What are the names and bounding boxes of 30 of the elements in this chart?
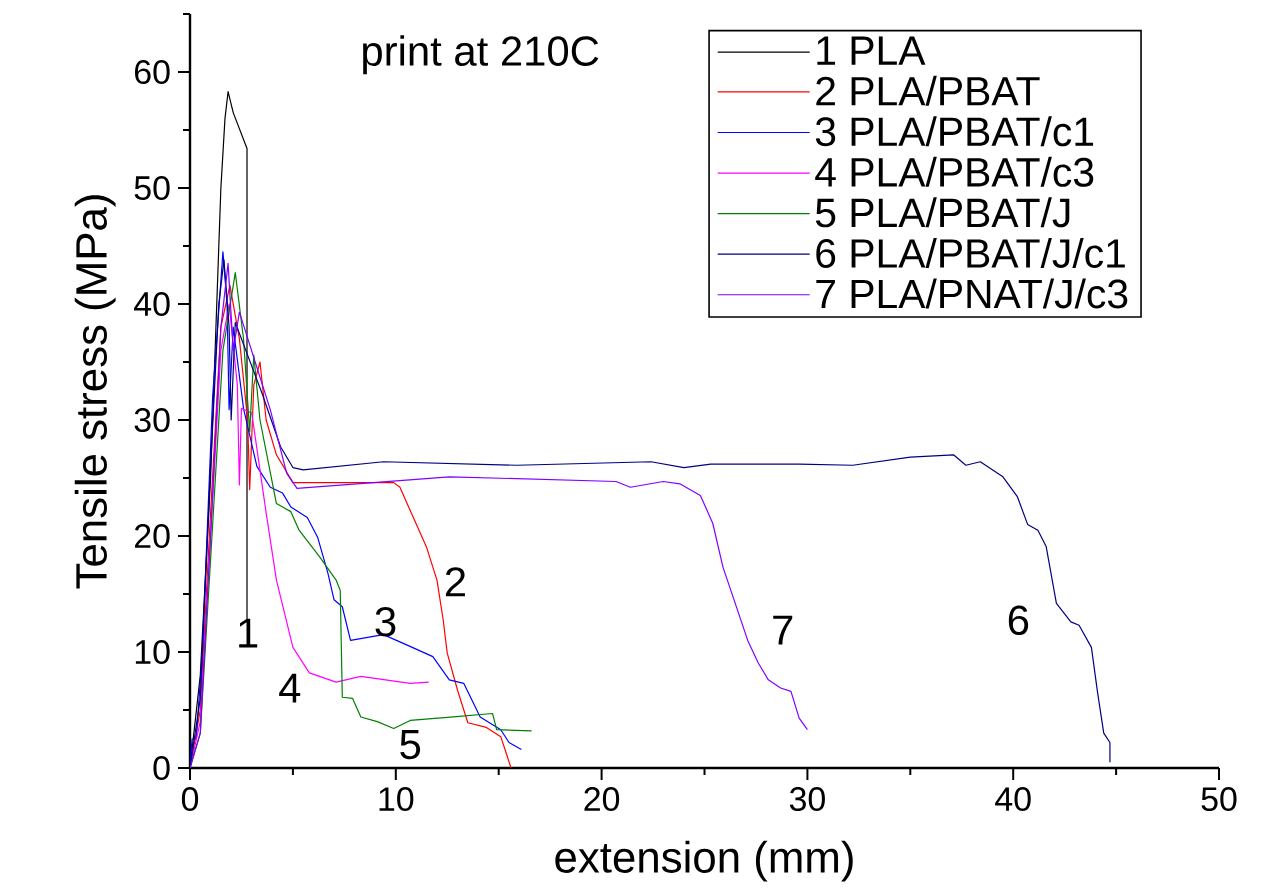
y-tick-label: 60 xyxy=(135,60,170,84)
legend-label: 4 PLA/PBAT/c3 xyxy=(815,156,1094,187)
y-tick-label: 20 xyxy=(135,524,170,548)
annotation: 1 xyxy=(239,618,258,648)
legend-label: 6 PLA/PBAT/J/c1 xyxy=(816,237,1125,268)
x-tick-label: 20 xyxy=(584,787,620,812)
annotation: 5 xyxy=(400,730,421,760)
x-tick-label: 0 xyxy=(181,787,199,812)
y-tick-label: 10 xyxy=(135,640,170,664)
y-tick-label: 0 xyxy=(153,756,170,780)
legend-label: 5 PLA/PBAT/J xyxy=(815,197,1070,228)
x-tick-label: 40 xyxy=(995,787,1031,812)
y-tick-label: 50 xyxy=(134,176,170,200)
annotation: 4 xyxy=(279,673,301,703)
x-tick-label: 50 xyxy=(1201,787,1237,812)
annotation: 6 xyxy=(1008,605,1029,636)
x-tick-label: 10 xyxy=(379,787,414,812)
x-tick-label: 30 xyxy=(789,787,825,812)
y-tick-label: 40 xyxy=(134,292,170,316)
legend-label: 7 PLA/PNAT/J/c3 xyxy=(816,278,1128,309)
y-axis-title: Tensile stress (MPa) xyxy=(74,195,116,589)
annotation: 2 xyxy=(445,567,465,597)
legend-label: 3 PLA/PBAT/c1 xyxy=(815,116,1094,147)
annotation: 7 xyxy=(773,615,793,645)
annotation: print at 210C xyxy=(363,35,599,75)
legend-label: 2 PLA/PBAT xyxy=(816,75,1040,106)
x-axis-title: extension (mm) xyxy=(555,840,853,882)
annotation: 3 xyxy=(375,606,396,637)
legend-label: 1 PLA xyxy=(817,36,926,65)
y-tick-label: 30 xyxy=(134,408,170,432)
